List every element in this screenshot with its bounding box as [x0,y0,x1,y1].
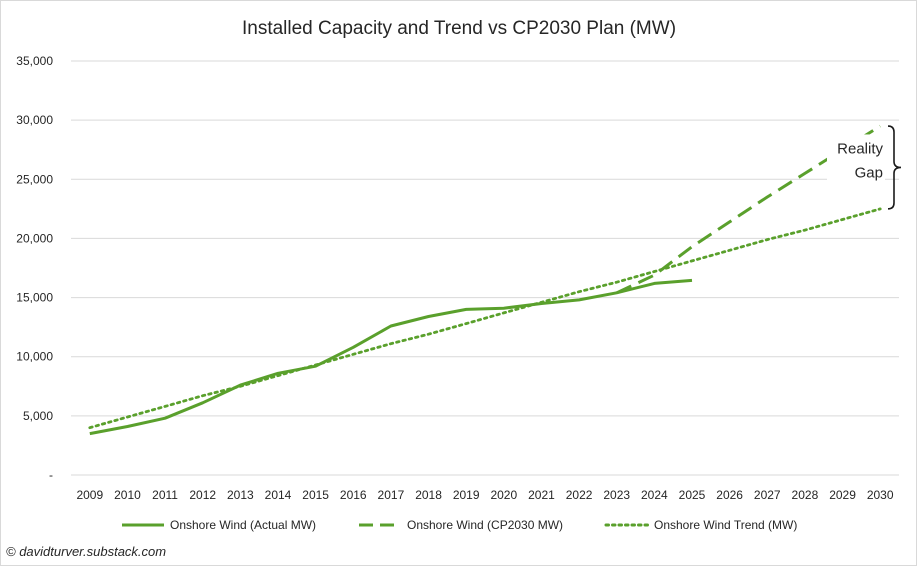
x-tick-label: 2025 [679,488,706,502]
x-tick-label: 2012 [189,488,216,502]
x-tick-label: 2010 [114,488,141,502]
x-tick-label: 2018 [415,488,442,502]
x-tick-label: 2011 [152,488,178,502]
annotation-line-1: Reality [837,140,883,157]
x-tick-label: 2026 [716,488,743,502]
x-tick-label: 2027 [754,488,781,502]
legend-label: Onshore Wind (Actual MW) [170,518,316,532]
x-tick-label: 2015 [302,488,329,502]
annotation-line-2: Gap [855,164,883,181]
x-tick-label: 2024 [641,488,668,502]
y-tick-label: 5,000 [23,409,53,423]
x-tick-label: 2014 [265,488,292,502]
x-tick-label: 2022 [566,488,593,502]
gap-bracket [887,125,902,210]
y-axis-ticks: - 5,000 10,000 15,000 20,000 25,000 30,000 35,0… [16,54,53,482]
y-tick-label: 20,000 [16,231,53,245]
series-line-dotted [88,207,882,430]
x-tick-label: 2013 [227,488,254,502]
y-tick-label: - [49,468,53,482]
x-tick-label: 2016 [340,488,367,502]
gridlines [71,60,899,476]
x-tick-label: 2019 [453,488,480,502]
x-tick-label: 2021 [528,488,555,502]
reality-gap-annotation: Reality Gap [827,125,902,210]
x-tick-label: 2020 [490,488,517,502]
credit-text: © davidturver.substack.com [6,544,167,559]
series-line-solid [89,278,693,436]
y-tick-label: 30,000 [16,113,53,127]
x-tick-label: 2017 [378,488,405,502]
annotation-background [827,134,885,183]
legend-label: Onshore Wind (CP2030 MW) [407,518,563,532]
legend-label: Onshore Wind Trend (MW) [654,518,797,532]
x-tick-label: 2009 [76,488,103,502]
y-tick-label: 35,000 [16,54,53,68]
y-tick-label: 15,000 [16,291,53,305]
x-axis-ticks: 2009 2010 2011 2012 2013 2014 2015 2016 2017 2018… [76,488,893,502]
y-tick-label: 10,000 [16,350,53,364]
legend: Onshore Wind (Actual MW) Onshore Wind (CP… [122,518,797,532]
x-tick-label: 2029 [829,488,856,502]
chart-title: Installed Capacity and Trend vs CP2030 P… [242,18,676,39]
x-tick-label: 2030 [867,488,894,502]
x-tick-label: 2023 [603,488,630,502]
series-lines [88,124,882,436]
x-tick-label: 2028 [792,488,819,502]
y-tick-label: 25,000 [16,172,53,186]
series-line-dashed [616,124,881,295]
